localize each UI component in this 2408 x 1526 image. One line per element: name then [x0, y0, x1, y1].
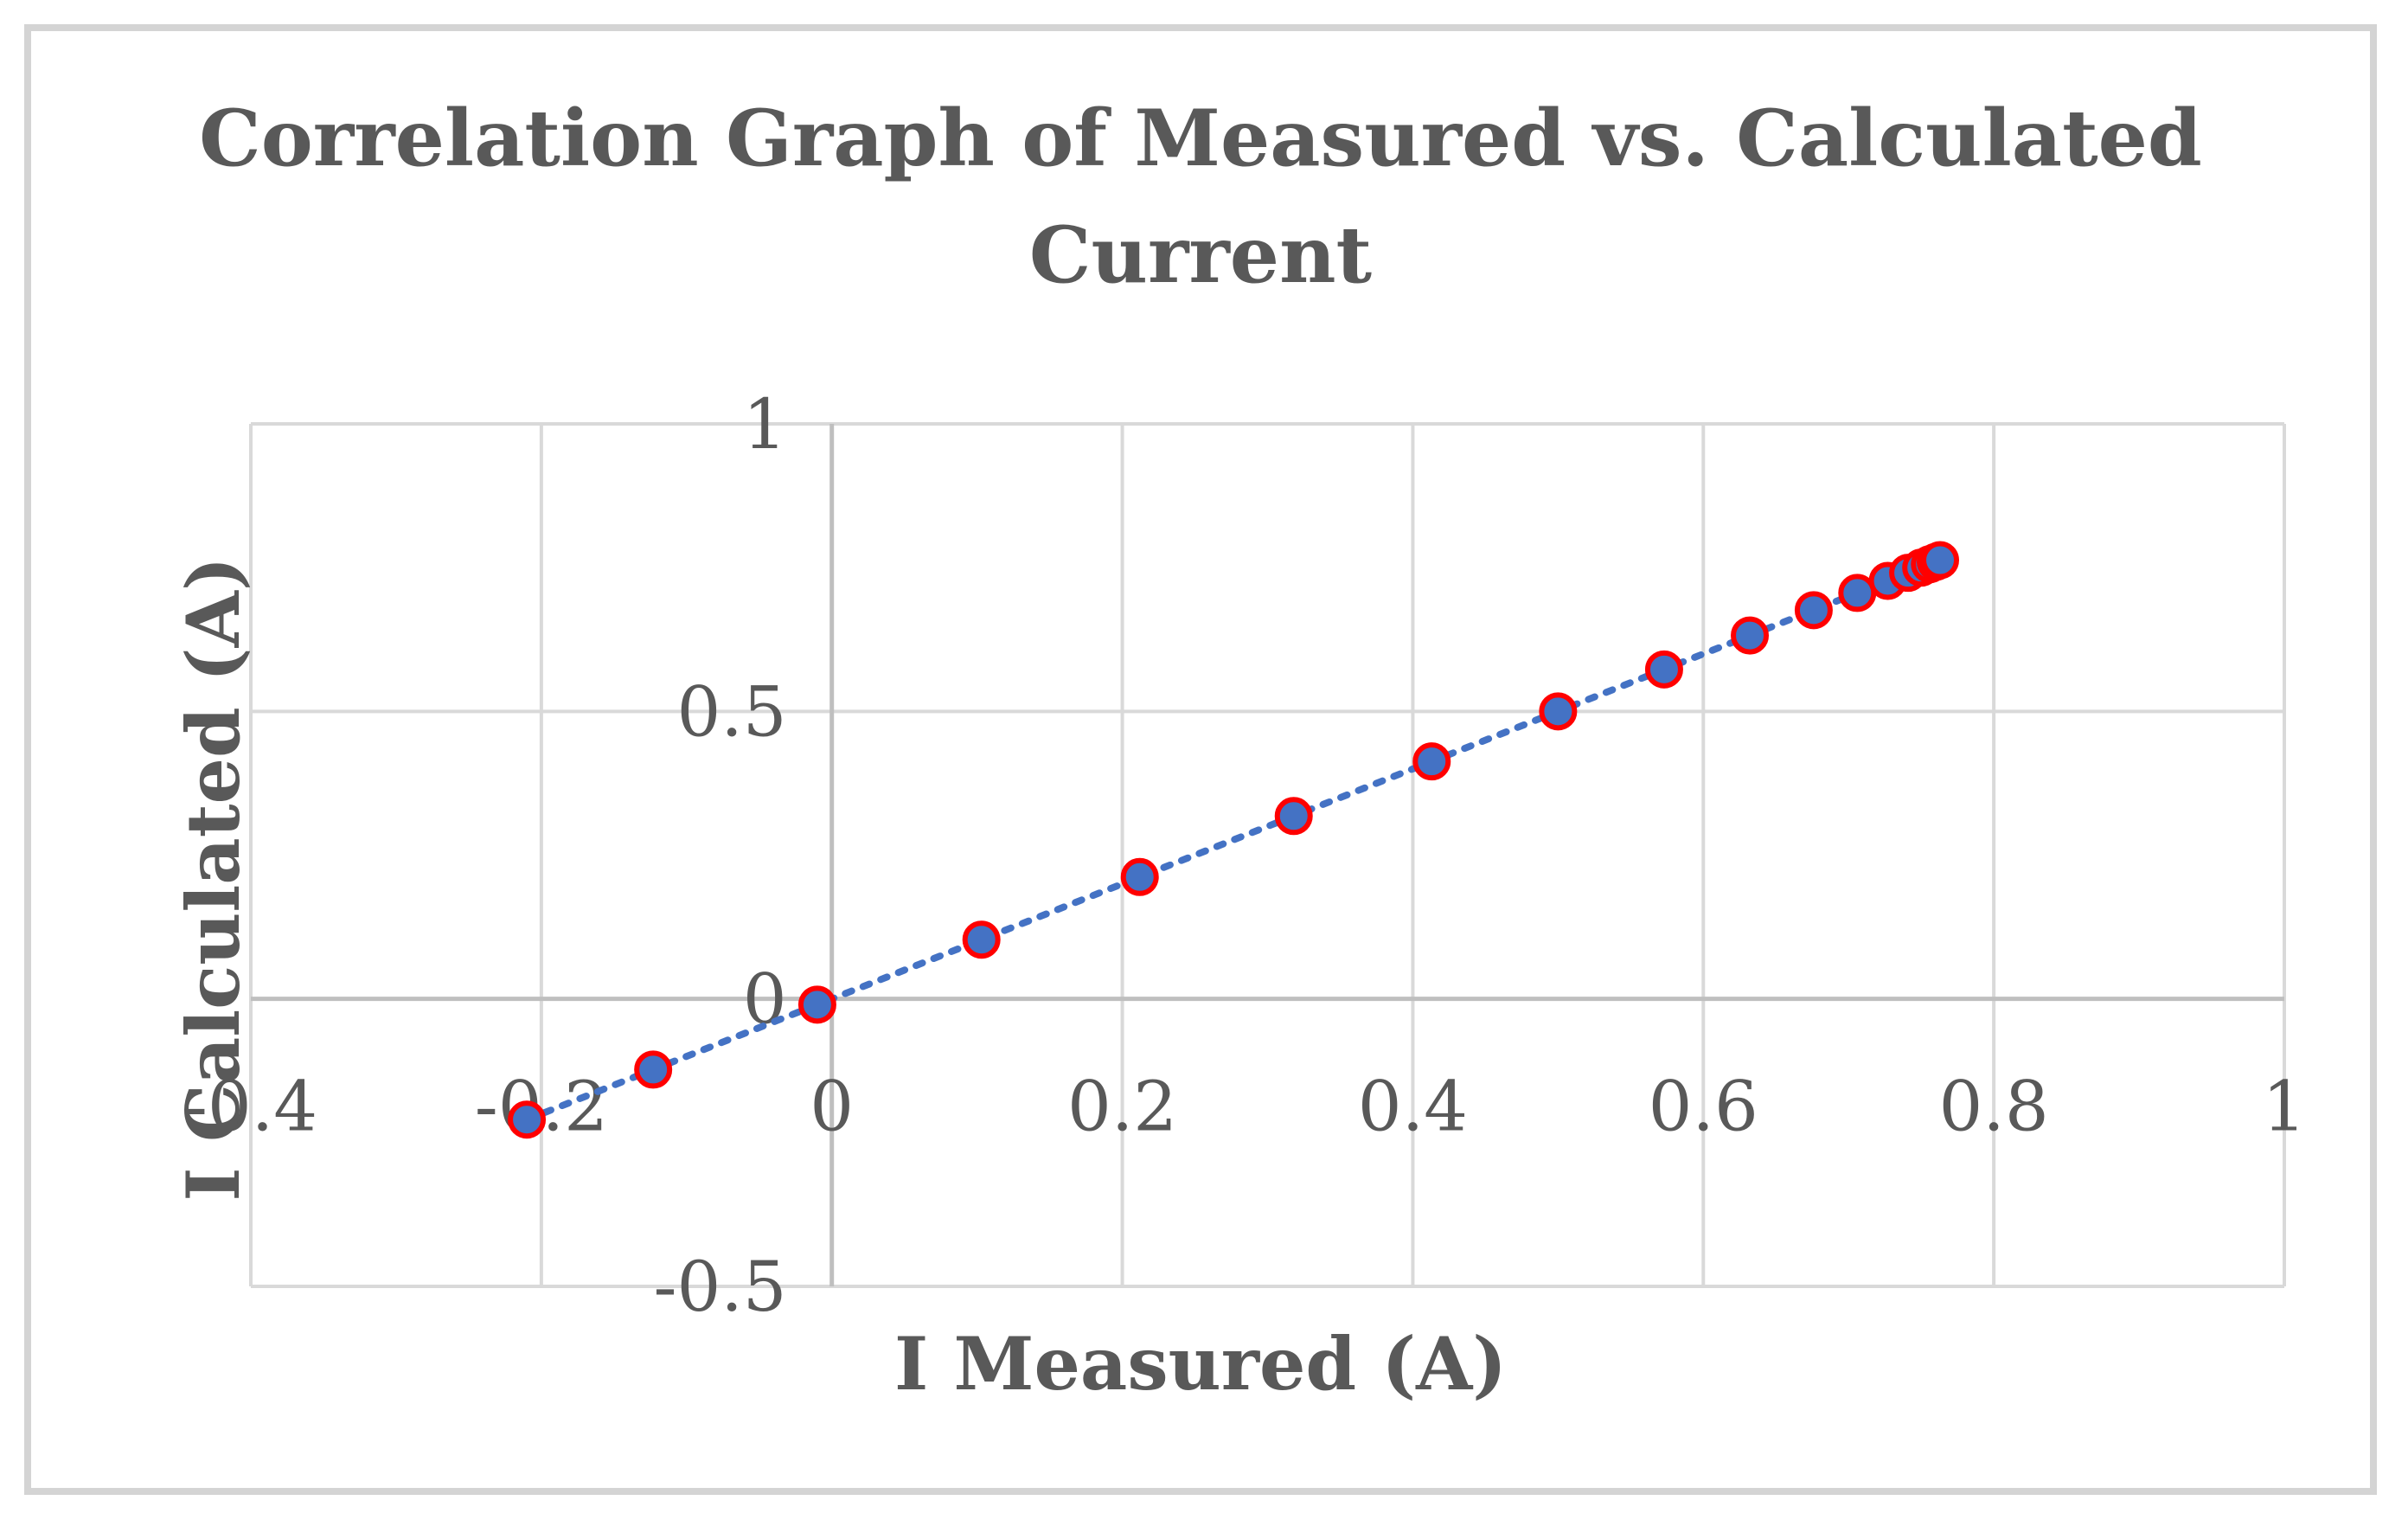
axis-layer	[251, 424, 2284, 1286]
y-tick-label: -0.5	[653, 1247, 786, 1327]
x-tick-label: 0.2	[1067, 1067, 1177, 1147]
data-point	[797, 985, 836, 1024]
trendline	[523, 564, 1925, 1124]
x-tick-label: 1	[2263, 1067, 2307, 1147]
data-point	[508, 1100, 547, 1139]
x-tick-label: 0.4	[1358, 1067, 1468, 1147]
data-point	[1921, 541, 1960, 580]
x-tick-label: 0	[810, 1067, 854, 1147]
y-axis-title: I Calculated (A)	[170, 556, 256, 1201]
data-point	[962, 920, 1001, 959]
data-point	[1274, 797, 1313, 836]
data-point	[634, 1050, 673, 1089]
chart-title-line-1: Correlation Graph of Measured vs. Calcul…	[199, 93, 2202, 184]
data-point-layer	[508, 541, 1960, 1139]
y-tick-label: 0.5	[676, 671, 786, 752]
data-point	[1412, 742, 1451, 781]
data-point	[1794, 591, 1833, 630]
chart-title-line-2: Current	[1029, 209, 1373, 301]
y-tick-label: 1	[743, 384, 787, 465]
x-tick-label: 0.6	[1649, 1067, 1758, 1147]
chart-svg: Correlation Graph of Measured vs. Calcul…	[170, 93, 2307, 1407]
chart-frame: Correlation Graph of Measured vs. Calcul…	[24, 24, 2377, 1495]
x-tick-label: -0.4	[184, 1067, 317, 1147]
x-tick-label: 0.8	[1939, 1067, 2049, 1147]
grid-layer	[249, 422, 2286, 1288]
data-point	[1539, 692, 1578, 731]
x-axis-title: I Measured (A)	[894, 1321, 1507, 1407]
tick-label-layer: -0.4 -0.2 0 0.2 0.4 0.6 0.8 1-0.500.51	[184, 384, 2307, 1327]
data-point	[1731, 616, 1770, 655]
data-point	[1120, 857, 1159, 896]
x-tick-label: -0.2	[475, 1067, 608, 1147]
trendline-layer	[523, 564, 1925, 1124]
data-point	[1644, 650, 1683, 689]
